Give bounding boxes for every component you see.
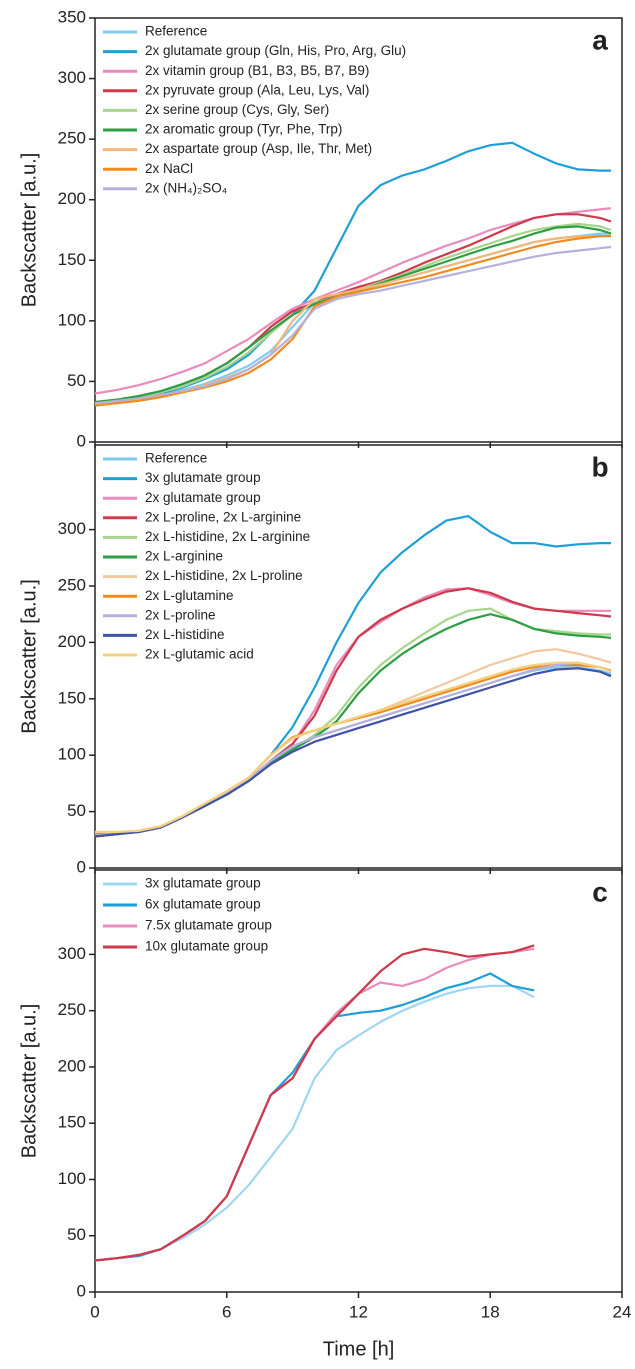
y-tick-label: 250 bbox=[58, 575, 86, 594]
series-line bbox=[94, 141, 611, 405]
y-axis-title: Backscatter [a.u.] bbox=[18, 153, 40, 308]
legend-label: 3x glutamate group bbox=[145, 470, 261, 485]
y-tick-label: 250 bbox=[58, 1000, 86, 1019]
plot-frame bbox=[94, 869, 623, 1293]
legend-label: 2x glutamate group bbox=[145, 490, 261, 505]
series-line bbox=[94, 944, 535, 1262]
series-line bbox=[94, 245, 612, 405]
panel: 0 50 100 150 200 250 300 0 6 12 18 24 Backscatter [a… bbox=[18, 869, 632, 1360]
series-line bbox=[94, 587, 612, 838]
legend-label: Reference bbox=[145, 451, 207, 466]
legend-label: 2x L-histidine, 2x L-proline bbox=[145, 568, 303, 583]
series-line bbox=[94, 235, 611, 406]
y-tick-label: 0 bbox=[77, 431, 86, 450]
series-line bbox=[94, 207, 612, 395]
series-line bbox=[94, 984, 535, 1262]
y-tick-label: 0 bbox=[77, 857, 86, 876]
y-tick-label: 200 bbox=[58, 189, 86, 208]
y-tick-label: 350 bbox=[58, 7, 86, 26]
series-line bbox=[94, 661, 612, 837]
legend-label: 2x NaCl bbox=[145, 161, 193, 176]
y-tick-label: 100 bbox=[58, 310, 86, 329]
series-line bbox=[94, 225, 612, 404]
y-tick-label: 100 bbox=[58, 1169, 86, 1188]
legend-label: 6x glutamate group bbox=[145, 897, 261, 912]
y-axis-title: Backscatter [a.u.] bbox=[18, 579, 40, 734]
panel-letter: a bbox=[592, 24, 608, 55]
legend-label: 2x vitamin group (B1, B3, B5, B7, B9) bbox=[145, 63, 369, 78]
x-tick-label: 6 bbox=[222, 1302, 231, 1321]
panel-letter: b bbox=[591, 451, 608, 482]
legend-label: Reference bbox=[145, 24, 207, 39]
x-tick-label: 24 bbox=[613, 1302, 632, 1321]
series-line bbox=[94, 666, 612, 838]
legend-label: 2x glutamate group (Gln, His, Pro, Arg, … bbox=[145, 43, 406, 58]
legend-label: 2x L-proline bbox=[145, 607, 216, 622]
y-tick-label: 200 bbox=[58, 1056, 86, 1075]
legend-label: 2x L-histidine bbox=[145, 627, 225, 642]
series-line bbox=[94, 663, 612, 836]
series-line bbox=[94, 587, 611, 838]
panel: 0 50 100 150 200 250 300 Backscatter [a.u.] b Ref… bbox=[18, 444, 623, 876]
x-tick-label: 0 bbox=[90, 1302, 99, 1321]
y-tick-label: 150 bbox=[58, 1113, 86, 1132]
y-tick-label: 50 bbox=[67, 371, 86, 390]
y-tick-label: 300 bbox=[58, 519, 86, 538]
y-tick-label: 100 bbox=[58, 745, 86, 764]
series-line bbox=[94, 232, 611, 405]
legend-label: 2x aromatic group (Tyr, Phe, Trp) bbox=[145, 122, 342, 137]
series-line bbox=[95, 661, 612, 833]
y-tick-label: 300 bbox=[58, 68, 86, 87]
series-line bbox=[94, 648, 612, 836]
legend-label: 2x L-arginine bbox=[145, 549, 223, 564]
y-tick-label: 50 bbox=[67, 1225, 86, 1244]
y-tick-label: 250 bbox=[58, 129, 86, 148]
y-tick-label: 200 bbox=[58, 632, 86, 651]
legend-label: 3x glutamate group bbox=[145, 876, 261, 891]
y-tick-label: 150 bbox=[58, 250, 86, 269]
legend-label: 7.5x glutamate group bbox=[145, 918, 272, 933]
legend-label: 2x L-glutamine bbox=[145, 588, 234, 603]
series-line bbox=[94, 972, 535, 1262]
legend-label: 2x pyruvate group (Ala, Leu, Lys, Val) bbox=[145, 82, 369, 97]
x-axis-title: Time [h] bbox=[323, 1338, 395, 1360]
legend-label: 2x L-proline, 2x L-arginine bbox=[145, 509, 301, 524]
panel-letter: c bbox=[592, 876, 608, 907]
legend-label: 2x serine group (Cys, Gly, Ser) bbox=[145, 102, 329, 117]
series-line bbox=[94, 235, 611, 407]
series-line bbox=[94, 947, 535, 1262]
series-line bbox=[94, 515, 611, 838]
y-tick-label: 150 bbox=[58, 688, 86, 707]
legend-label: 2x L-glutamic acid bbox=[145, 647, 254, 662]
x-tick-label: 12 bbox=[349, 1302, 368, 1321]
legend-label: 10x glutamate group bbox=[145, 939, 268, 954]
legend-label: 2x aspartate group (Asp, Ile, Thr, Met) bbox=[145, 141, 372, 156]
legend-label: 2x L-histidine, 2x L-arginine bbox=[145, 529, 310, 544]
series-line bbox=[94, 213, 612, 405]
y-tick-label: 0 bbox=[77, 1281, 86, 1300]
y-tick-label: 50 bbox=[67, 801, 86, 820]
x-tick-label: 18 bbox=[481, 1302, 500, 1321]
y-axis-title: Backscatter [a.u.] bbox=[18, 1004, 40, 1159]
legend-label: 2x (NH₄)₂SO₄ bbox=[145, 180, 227, 195]
y-tick-label: 300 bbox=[58, 944, 86, 963]
panel: 0 50 100 150 200 250 300 350 Backscatter [a.u.] a… bbox=[18, 7, 623, 450]
